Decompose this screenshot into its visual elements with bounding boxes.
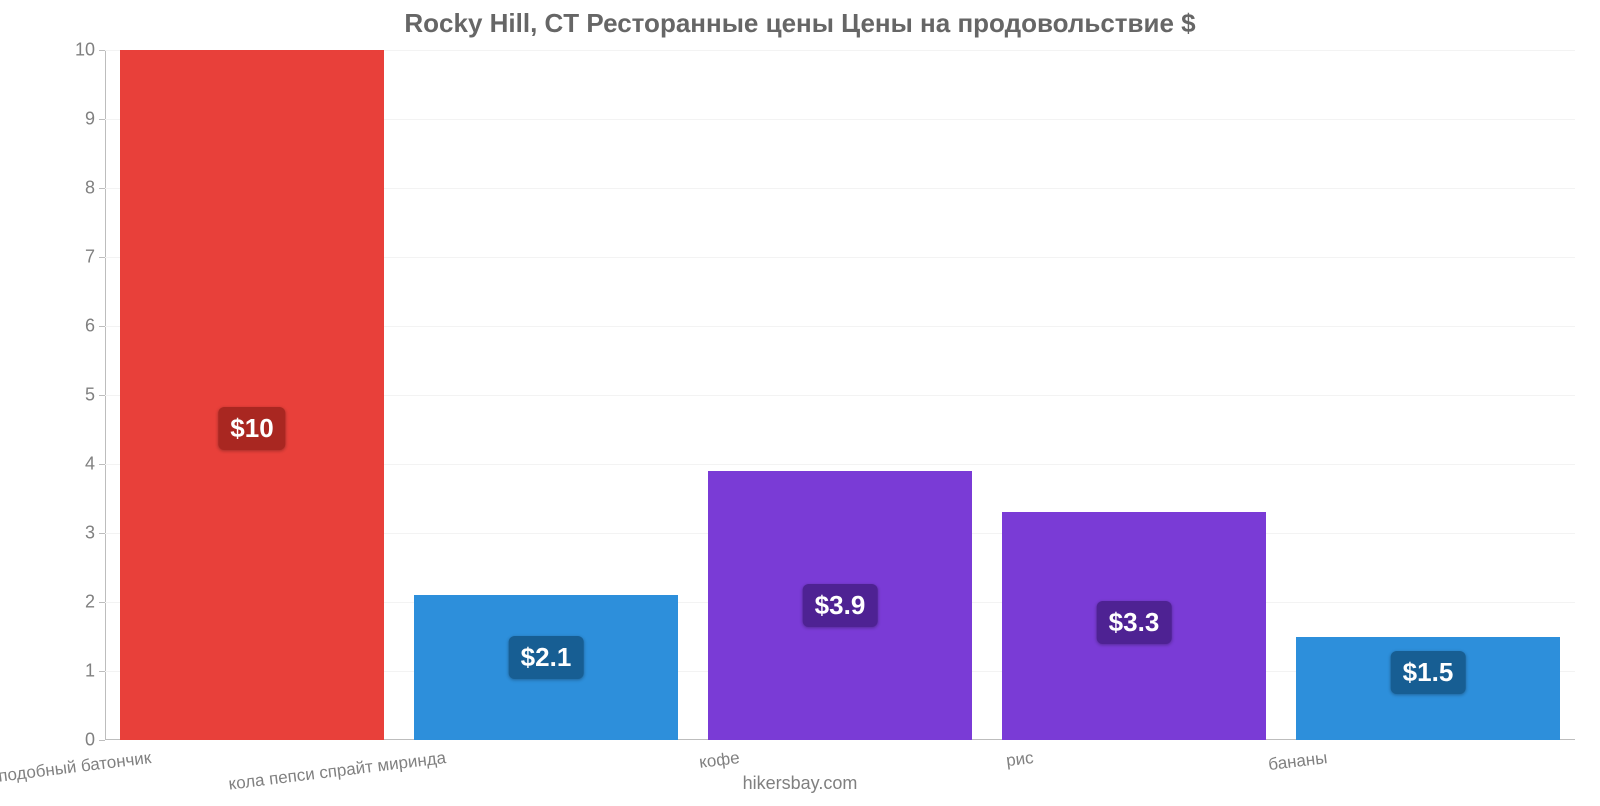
bar-value-badge: $10: [218, 407, 285, 450]
y-tick-mark: [99, 119, 105, 120]
bar-value-badge: $3.3: [1097, 601, 1172, 644]
y-tick-mark: [99, 464, 105, 465]
bar: $1.5: [1296, 637, 1561, 741]
bar-value-badge: $1.5: [1391, 651, 1466, 694]
y-tick-mark: [99, 740, 105, 741]
attribution-text: hikersbay.com: [0, 773, 1600, 794]
x-tick-label: бананы: [1267, 748, 1328, 775]
price-bar-chart: Rocky Hill, CT Ресторанные цены Цены на …: [0, 0, 1600, 800]
bar: $2.1: [414, 595, 679, 740]
x-tick-label: рис: [1005, 748, 1035, 771]
x-tick-label: кофе: [698, 748, 741, 773]
y-tick-mark: [99, 257, 105, 258]
chart-title: Rocky Hill, CT Ресторанные цены Цены на …: [0, 8, 1600, 39]
y-tick-mark: [99, 326, 105, 327]
y-tick-mark: [99, 602, 105, 603]
y-tick-mark: [99, 188, 105, 189]
plot-area: 012345678910$10mac burger king или подоб…: [105, 50, 1575, 740]
bar: $10: [120, 50, 385, 740]
bar: $3.9: [708, 471, 973, 740]
bar: $3.3: [1002, 512, 1267, 740]
y-tick-mark: [99, 395, 105, 396]
y-tick-mark: [99, 50, 105, 51]
bar-value-badge: $2.1: [509, 636, 584, 679]
y-tick-mark: [99, 671, 105, 672]
y-tick-mark: [99, 533, 105, 534]
bar-value-badge: $3.9: [803, 584, 878, 627]
